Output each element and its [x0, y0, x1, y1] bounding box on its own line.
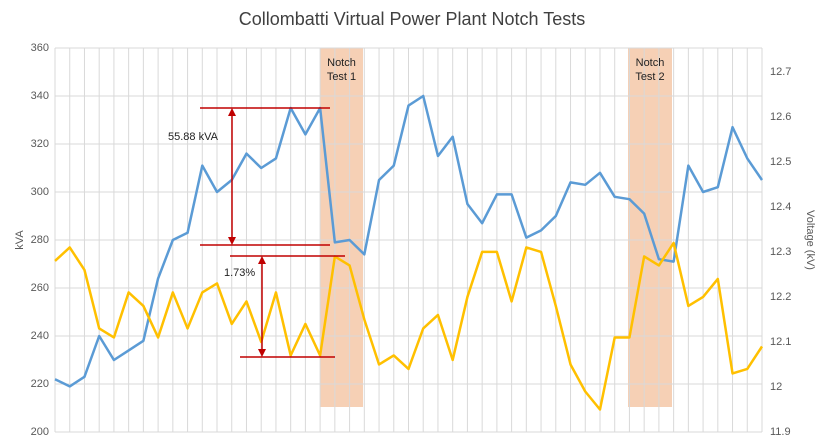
annotation: Notch Test 1 [326, 57, 357, 83]
y2-tick-label: 12.3 [770, 246, 791, 258]
y-tick-label: 360 [31, 42, 49, 54]
y-tick-label: 340 [31, 90, 49, 102]
y2-tick-label: 12 [770, 381, 782, 393]
y-tick-label: 200 [31, 426, 49, 437]
y-tick-label: 260 [31, 282, 49, 294]
y2-tick-label: 12.1 [770, 336, 791, 348]
series-line [54, 241, 764, 411]
annotation: Notch Test 2 [635, 57, 665, 83]
annotation-arrows [200, 107, 345, 358]
y2-tick-label: 12.2 [770, 291, 791, 303]
annotation: 1.73% [224, 267, 256, 279]
y-tick-label: 220 [31, 378, 49, 390]
notch-band [320, 48, 363, 407]
y2-tick-label: 12.6 [770, 111, 791, 123]
chart-title: Collombatti Virtual Power Plant Notch Te… [239, 9, 586, 29]
y-tick-label: 300 [31, 186, 49, 198]
annotation: 55.88 kVA [168, 131, 218, 143]
y-tick-label: 280 [31, 234, 49, 246]
y2-tick-label: 12.5 [770, 156, 791, 168]
series-line [54, 94, 764, 388]
notch-band [628, 48, 672, 407]
y-axis-label: kVA [14, 230, 26, 250]
y2-axis-label: Voltage (kV) [804, 210, 816, 270]
y-tick-label: 240 [31, 330, 49, 342]
y2-tick-label: 12.4 [770, 201, 791, 213]
y-tick-label: 320 [31, 138, 49, 150]
y2-tick-label: 11.9 [770, 426, 791, 437]
y2-tick-label: 12.7 [770, 66, 791, 78]
